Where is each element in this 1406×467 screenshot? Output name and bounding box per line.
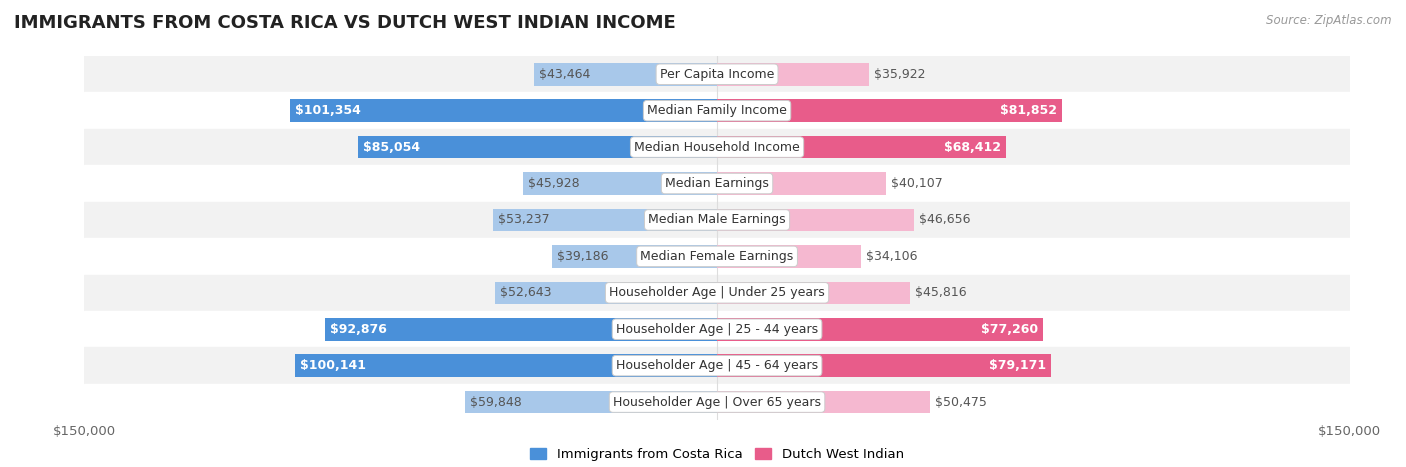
Text: $59,848: $59,848 xyxy=(470,396,522,409)
Bar xyxy=(717,318,1043,340)
Bar xyxy=(325,318,717,340)
Text: $68,412: $68,412 xyxy=(943,141,1001,154)
Bar xyxy=(717,354,1052,377)
Text: Median Household Income: Median Household Income xyxy=(634,141,800,154)
Text: IMMIGRANTS FROM COSTA RICA VS DUTCH WEST INDIAN INCOME: IMMIGRANTS FROM COSTA RICA VS DUTCH WEST… xyxy=(14,14,676,32)
Text: Per Capita Income: Per Capita Income xyxy=(659,68,775,81)
Bar xyxy=(717,209,914,231)
Text: Householder Age | Under 25 years: Householder Age | Under 25 years xyxy=(609,286,825,299)
Text: $92,876: $92,876 xyxy=(330,323,387,336)
Bar xyxy=(717,391,929,413)
Bar xyxy=(84,56,1350,92)
Text: $46,656: $46,656 xyxy=(920,213,970,226)
Bar xyxy=(84,202,1350,238)
Text: $100,141: $100,141 xyxy=(299,359,366,372)
Bar xyxy=(295,354,717,377)
Text: Householder Age | Over 65 years: Householder Age | Over 65 years xyxy=(613,396,821,409)
Text: Householder Age | 45 - 64 years: Householder Age | 45 - 64 years xyxy=(616,359,818,372)
Bar xyxy=(717,282,910,304)
Text: $50,475: $50,475 xyxy=(935,396,987,409)
Bar xyxy=(495,282,717,304)
Bar xyxy=(464,391,717,413)
Bar xyxy=(551,245,717,268)
Bar xyxy=(84,347,1350,384)
Bar xyxy=(290,99,717,122)
Bar xyxy=(84,311,1350,347)
Text: $43,464: $43,464 xyxy=(538,68,591,81)
Bar xyxy=(534,63,717,85)
Text: $101,354: $101,354 xyxy=(295,104,360,117)
Bar xyxy=(523,172,717,195)
Text: Median Family Income: Median Family Income xyxy=(647,104,787,117)
Bar xyxy=(717,172,886,195)
Text: $39,186: $39,186 xyxy=(557,250,609,263)
Bar xyxy=(717,136,1005,158)
Bar xyxy=(492,209,717,231)
Text: Source: ZipAtlas.com: Source: ZipAtlas.com xyxy=(1267,14,1392,27)
Bar xyxy=(359,136,717,158)
Bar xyxy=(84,165,1350,202)
Bar xyxy=(717,63,869,85)
Text: $35,922: $35,922 xyxy=(873,68,925,81)
Legend: Immigrants from Costa Rica, Dutch West Indian: Immigrants from Costa Rica, Dutch West I… xyxy=(530,448,904,461)
Text: $53,237: $53,237 xyxy=(498,213,550,226)
Text: $52,643: $52,643 xyxy=(501,286,551,299)
Text: $79,171: $79,171 xyxy=(988,359,1046,372)
Bar xyxy=(717,99,1063,122)
Bar xyxy=(84,275,1350,311)
Text: Median Male Earnings: Median Male Earnings xyxy=(648,213,786,226)
Text: Median Female Earnings: Median Female Earnings xyxy=(641,250,793,263)
Text: $40,107: $40,107 xyxy=(891,177,943,190)
Text: Median Earnings: Median Earnings xyxy=(665,177,769,190)
Bar xyxy=(84,129,1350,165)
Text: $85,054: $85,054 xyxy=(363,141,420,154)
Bar xyxy=(717,245,860,268)
Text: $77,260: $77,260 xyxy=(981,323,1038,336)
Text: Householder Age | 25 - 44 years: Householder Age | 25 - 44 years xyxy=(616,323,818,336)
Bar xyxy=(84,238,1350,275)
Text: $45,928: $45,928 xyxy=(529,177,581,190)
Text: $45,816: $45,816 xyxy=(915,286,967,299)
Text: $81,852: $81,852 xyxy=(1000,104,1057,117)
Bar xyxy=(84,92,1350,129)
Text: $34,106: $34,106 xyxy=(866,250,918,263)
Bar xyxy=(84,384,1350,420)
